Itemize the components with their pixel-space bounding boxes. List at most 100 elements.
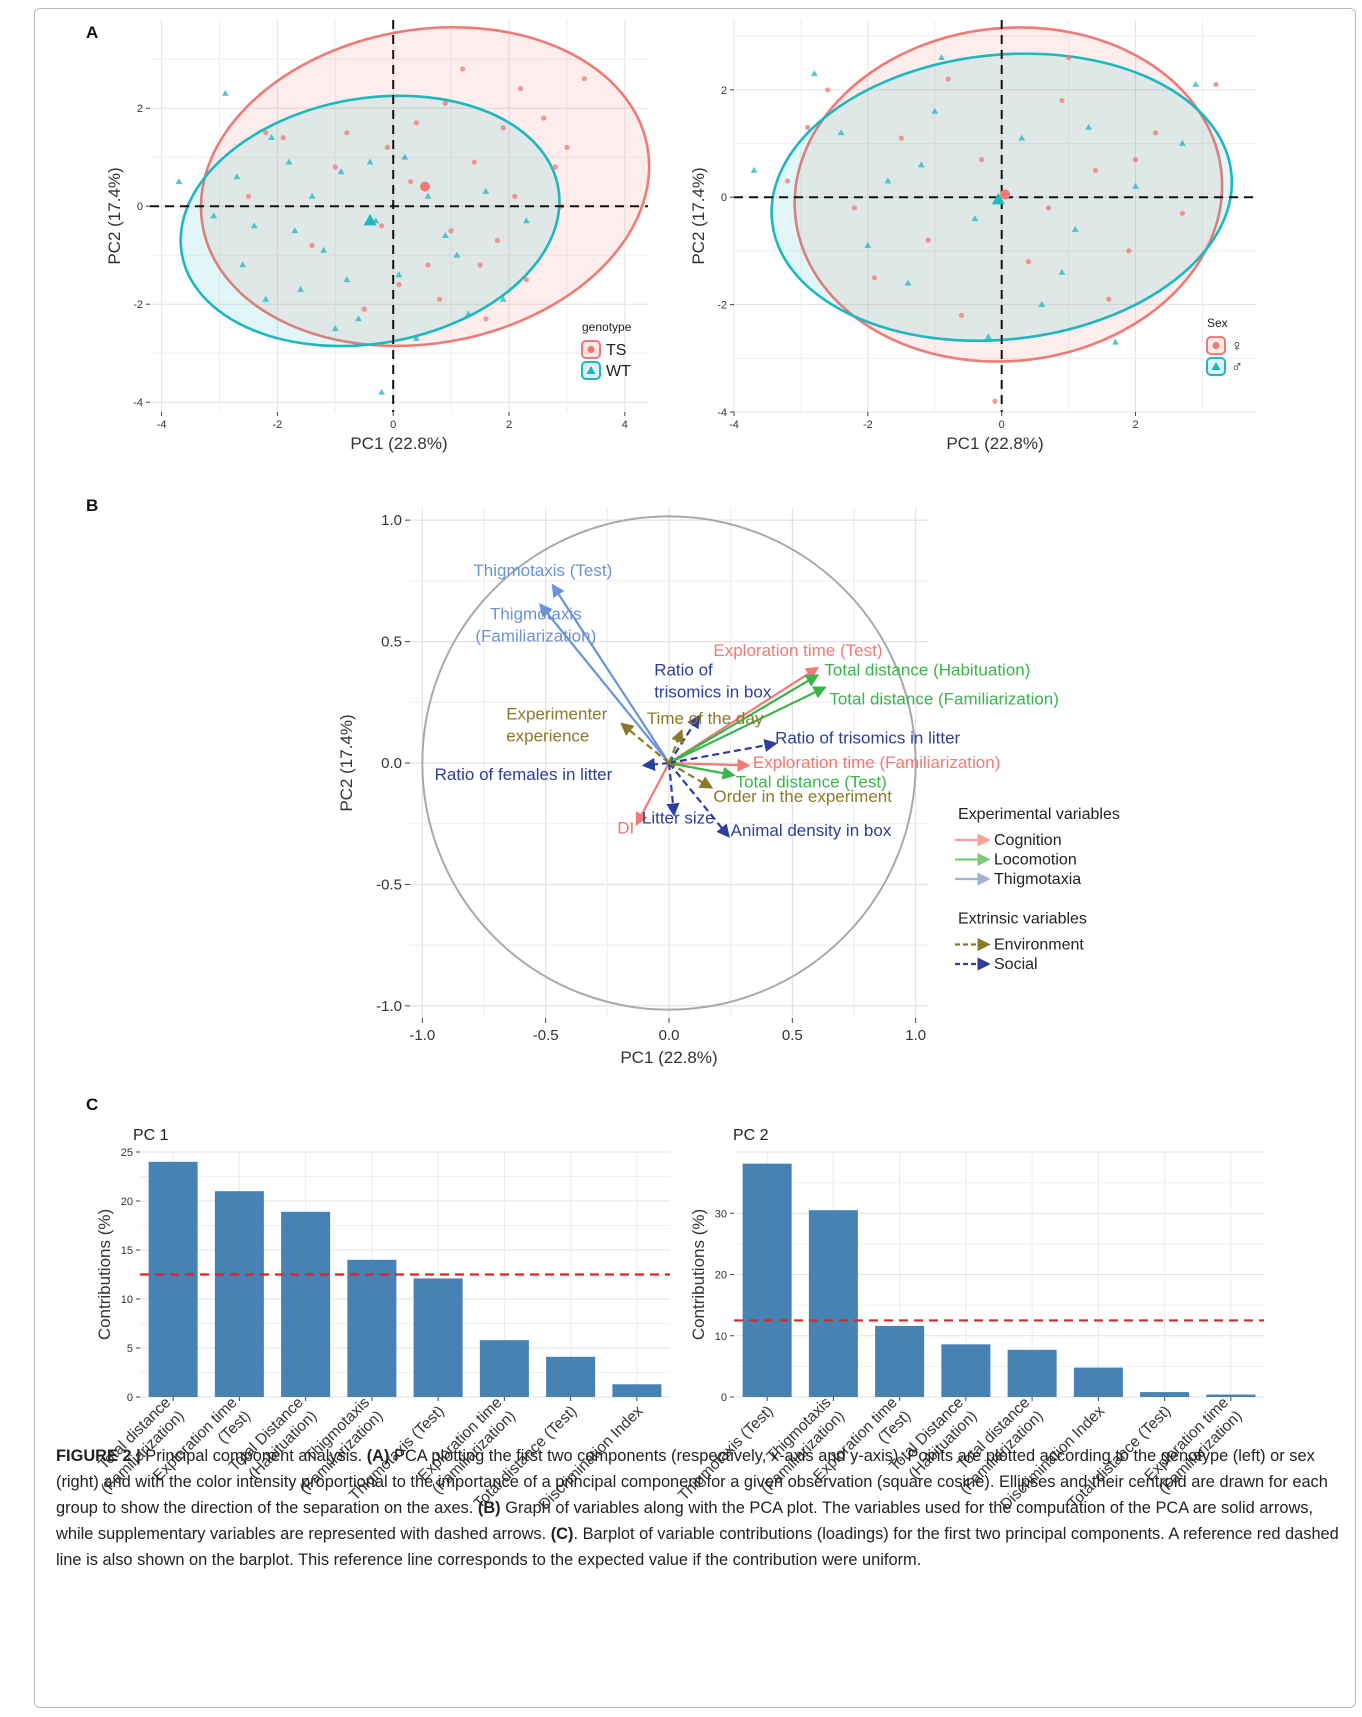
contribution-bar (1206, 1394, 1256, 1397)
variable-arrow (539, 603, 670, 764)
data-point (482, 187, 490, 194)
variable-arrow (668, 758, 751, 772)
data-point (355, 315, 362, 322)
data-point (361, 306, 367, 312)
legend-label: Environment (994, 937, 1084, 954)
data-point (1213, 81, 1219, 88)
data-point (245, 193, 252, 199)
data-point (552, 164, 558, 170)
tick-label-y: 30 (715, 1208, 727, 1220)
contribution-bar (808, 1210, 858, 1397)
legend-label: WT (606, 363, 631, 380)
data-point (378, 388, 386, 395)
variable-label-line: Litter size (642, 809, 715, 828)
data-point (805, 124, 811, 130)
variable-label-line: Total distance (Familiarization) (829, 690, 1059, 709)
figure-caption: FIGURE 2 | Principal component analysis.… (56, 1443, 1346, 1573)
data-point (992, 398, 998, 404)
legend-marker (1211, 362, 1221, 370)
data-point (541, 115, 547, 121)
data-point (407, 179, 414, 185)
tick-label-x: 0.0 (659, 1027, 680, 1044)
centroid-point (420, 181, 431, 192)
variable-label: Total distance (Familiarization) (829, 690, 1059, 709)
tick-label-x: 0.5 (782, 1027, 803, 1044)
tick-label-y: 10 (121, 1294, 133, 1306)
data-point (1059, 97, 1065, 104)
contribution-bar (148, 1161, 198, 1397)
y-axis-title: PC2 (17.4%) (337, 714, 356, 811)
variable-label: Thigmotaxis (Test) (473, 561, 612, 580)
data-point (784, 178, 791, 184)
caption-title: Principal component analysis. (145, 1447, 363, 1465)
data-point (500, 125, 506, 131)
tick-label-y: 25 (121, 1147, 133, 1159)
tick-label-y: 0 (721, 1392, 727, 1404)
variable-label-line: Total distance (Habituation) (824, 661, 1030, 680)
panel-label-c: C (86, 1095, 98, 1114)
variable-arrow (641, 757, 670, 771)
tick-label-x: 0 (999, 419, 1005, 431)
tick-label-x: -4 (157, 419, 167, 431)
variable-label-line: Order in the experiment (713, 787, 892, 806)
data-point (309, 242, 315, 248)
contribution-bar (546, 1356, 596, 1397)
figure-frame (34, 8, 1356, 1708)
data-point (1025, 259, 1032, 265)
data-point (425, 262, 431, 268)
data-point (233, 173, 241, 180)
variable-label-line: Ratio of (654, 661, 713, 680)
data-point (250, 222, 258, 229)
variable-label: Thigmotaxis (Familiarization) (475, 605, 596, 646)
data-point (441, 232, 449, 238)
data-point (384, 144, 391, 150)
variable-label-line: Exploration time (Familiarization) (753, 753, 1001, 772)
contribution-bar (479, 1340, 529, 1397)
variable-label-line: Exploration time (Test) (713, 641, 882, 660)
legend-title: genotype (582, 320, 632, 334)
x-axis-title: PC1 (22.8%) (620, 1048, 717, 1067)
data-point (512, 193, 518, 199)
data-point (884, 177, 892, 184)
variable-label: Total distance (Test) (736, 772, 887, 791)
data-point (851, 205, 858, 211)
data-point (460, 66, 466, 72)
data-point (221, 89, 229, 96)
data-point (958, 312, 965, 318)
data-point (1045, 205, 1052, 211)
data-point (494, 237, 501, 244)
data-point (442, 100, 448, 106)
data-point (332, 164, 338, 170)
caption-a-text: PCA plotting the first two components (r… (56, 1447, 1328, 1517)
legend-title: Extrinsic variables (958, 911, 1087, 928)
chart-title: PC 1 (133, 1127, 169, 1144)
contribution-bar (1073, 1367, 1123, 1397)
variable-label-line: experience (506, 726, 589, 745)
variable-label-line: Ratio of trisomics in litter (775, 729, 960, 748)
variable-label-line: Experimenter (506, 704, 607, 723)
data-point (471, 159, 477, 165)
legend-label: Locomotion (994, 852, 1077, 869)
variable-label: Animal density in box (731, 821, 892, 840)
tick-label-y: 0.0 (381, 755, 402, 772)
tick-label-x: 4 (622, 419, 628, 431)
data-point (871, 275, 878, 281)
panel-label-b: B (86, 496, 98, 515)
data-point (320, 246, 328, 253)
data-point (917, 161, 925, 168)
data-point (1126, 248, 1132, 254)
data-point (453, 251, 461, 258)
tick-label-x: -1.0 (409, 1027, 435, 1044)
tick-label-x: -0.5 (533, 1027, 559, 1044)
data-point (343, 276, 351, 283)
variable-label: Exploration time (Familiarization) (753, 753, 1001, 772)
caption-a-tag: (A) (366, 1447, 390, 1465)
data-point (898, 135, 904, 141)
caption-b-tag: (B) (477, 1499, 501, 1517)
contribution-bar (1140, 1392, 1190, 1397)
data-point (1192, 80, 1200, 87)
data-point (979, 157, 985, 163)
variable-label: Litter size (642, 809, 715, 828)
legend-marker (1212, 341, 1220, 350)
tick-label-x: 2 (506, 419, 512, 431)
